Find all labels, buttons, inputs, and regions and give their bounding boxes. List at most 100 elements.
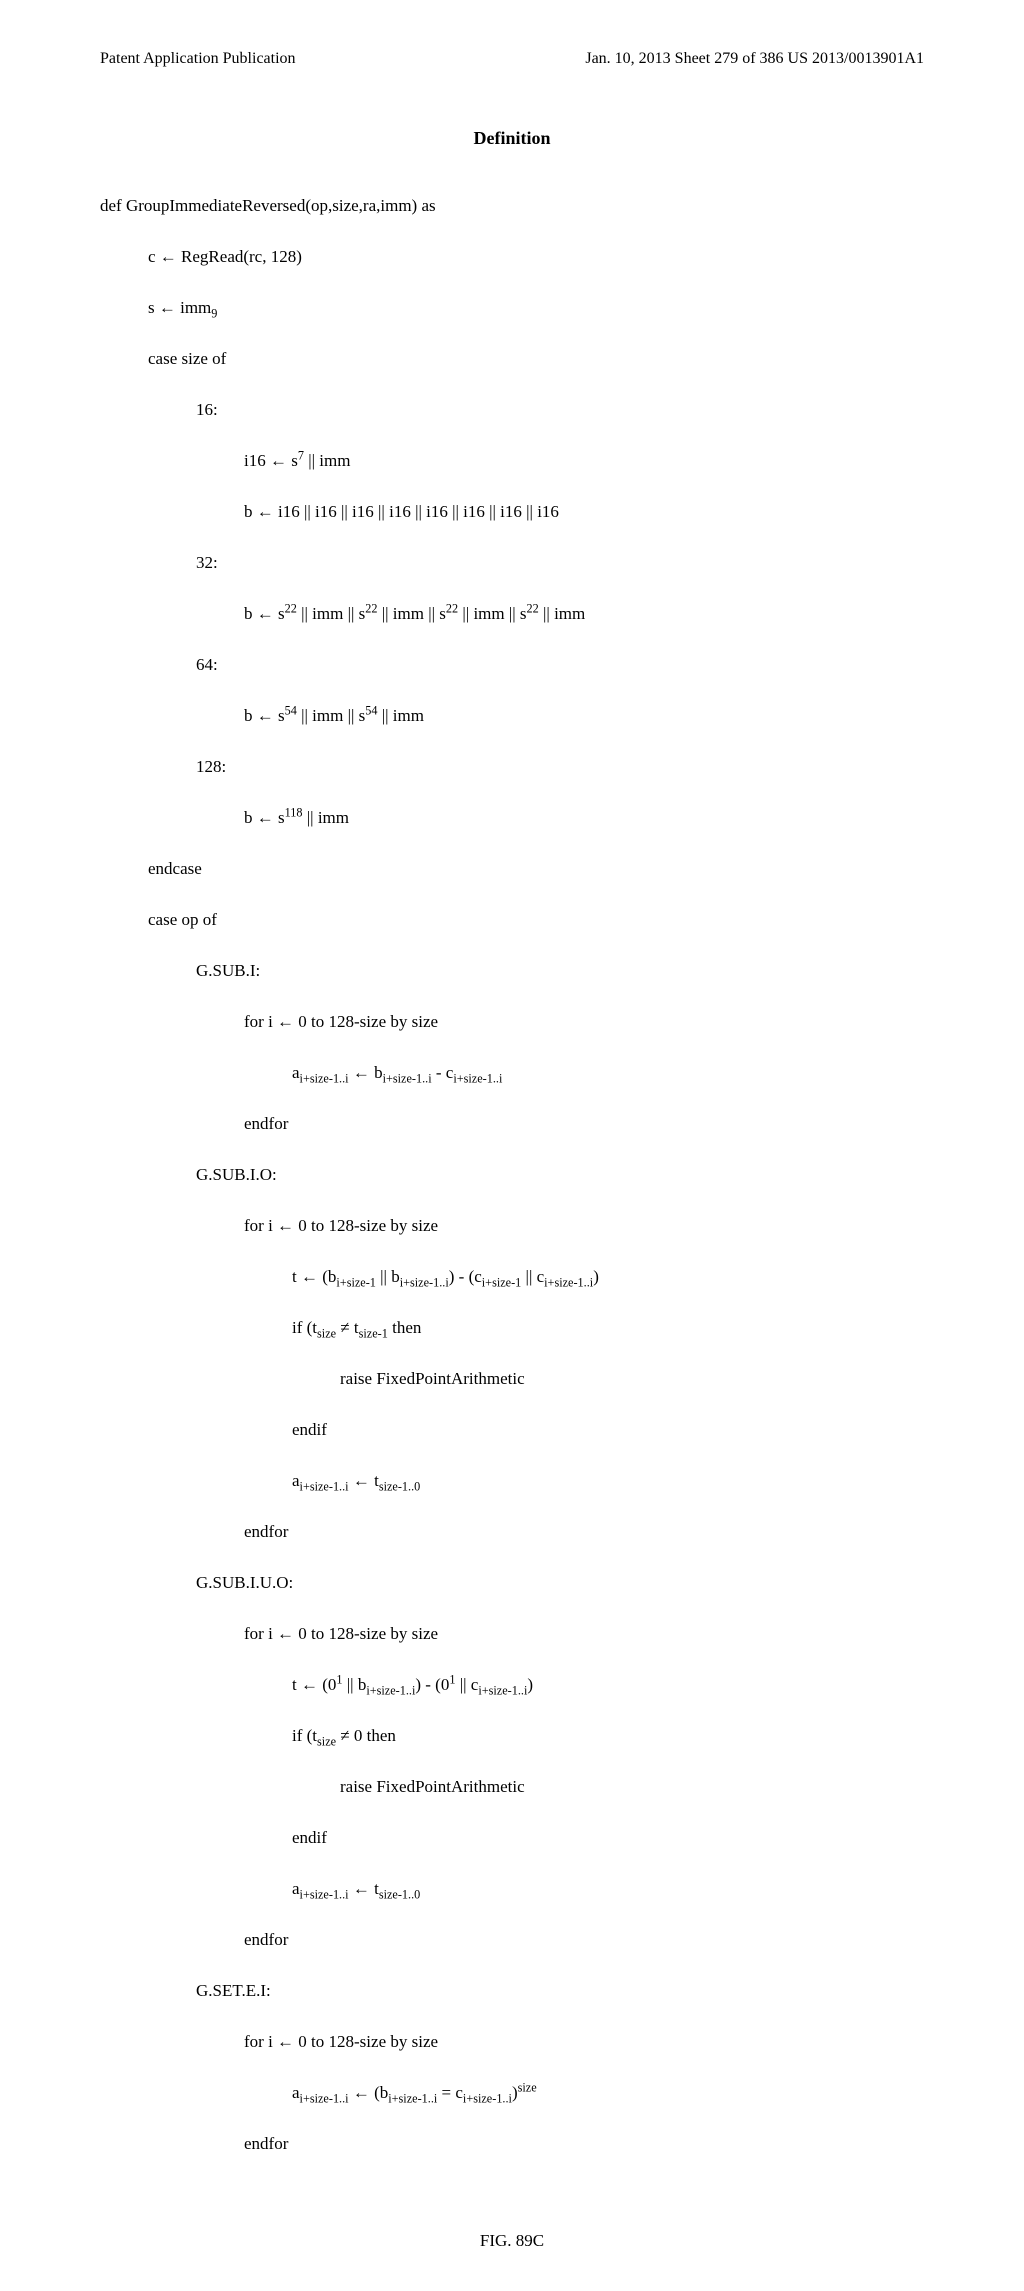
code-sub: size-1 bbox=[359, 1326, 388, 1340]
code-line: b ← s54 || imm || s54 || imm bbox=[100, 703, 924, 729]
code-line: b ← s22 || imm || s22 || imm || s22 || i… bbox=[100, 601, 924, 627]
code-sub: i+size-1..i bbox=[478, 1683, 527, 1697]
code-text: ← t bbox=[349, 1879, 379, 1898]
code-text: if (t bbox=[292, 1318, 317, 1337]
code-text: b ← s bbox=[244, 706, 285, 725]
code-sub: i+size-1..i bbox=[366, 1683, 415, 1697]
code-sub: i+size-1 bbox=[336, 1275, 376, 1289]
code-line: b ← i16 || i16 || i16 || i16 || i16 || i… bbox=[100, 499, 924, 525]
code-text: ≠ 0 then bbox=[336, 1726, 396, 1745]
code-sub: size bbox=[317, 1326, 336, 1340]
code-text: || b bbox=[376, 1267, 400, 1286]
code-sub: i+size-1..i bbox=[453, 1071, 502, 1085]
code-line: c ← RegRead(rc, 128) bbox=[100, 244, 924, 270]
code-line: s ← imm9 bbox=[100, 295, 924, 321]
section-title: Definition bbox=[100, 128, 924, 149]
code-line: endfor bbox=[100, 1111, 924, 1137]
code-line: i16 ← s7 || imm bbox=[100, 448, 924, 474]
code-line: if (tsize ≠ tsize-1 then bbox=[100, 1315, 924, 1341]
code-line: case size of bbox=[100, 346, 924, 372]
code-line: G.SET.E.I: bbox=[100, 1978, 924, 2004]
code-sup: 118 bbox=[285, 805, 303, 819]
code-text: = c bbox=[437, 2083, 463, 2102]
code-text: || imm || s bbox=[297, 706, 365, 725]
code-line: case op of bbox=[100, 907, 924, 933]
code-sup: 22 bbox=[285, 601, 297, 615]
code-sub: size-1..0 bbox=[379, 1479, 420, 1493]
code-line: endfor bbox=[100, 1927, 924, 1953]
code-line: 32: bbox=[100, 550, 924, 576]
code-sub: i+size-1..i bbox=[544, 1275, 593, 1289]
code-line: 64: bbox=[100, 652, 924, 678]
code-text: || b bbox=[343, 1675, 367, 1694]
code-line: ai+size-1..i ← bi+size-1..i - ci+size-1.… bbox=[100, 1060, 924, 1086]
figure-label: FIG. 89C bbox=[100, 2231, 924, 2251]
code-line: for i ← 0 to 128-size by size bbox=[100, 1621, 924, 1647]
code-line: endcase bbox=[100, 856, 924, 882]
code-sub: i+size-1..i bbox=[463, 2091, 512, 2105]
code-sup: 54 bbox=[365, 703, 377, 717]
code-text: ← b bbox=[349, 1063, 383, 1082]
code-text: t ← (0 bbox=[292, 1675, 336, 1694]
code-text: ) bbox=[527, 1675, 533, 1694]
code-line: ai+size-1..i ← tsize-1..0 bbox=[100, 1876, 924, 1902]
code-text: || imm || s bbox=[378, 604, 446, 623]
code-text: if (t bbox=[292, 1726, 317, 1745]
code-text: i16 ← s bbox=[244, 451, 298, 470]
code-text: a bbox=[292, 1063, 300, 1082]
header-left: Patent Application Publication bbox=[100, 50, 296, 68]
code-line: t ← (bi+size-1 || bi+size-1..i) - (ci+si… bbox=[100, 1264, 924, 1290]
code-line: ai+size-1..i ← (bi+size-1..i = ci+size-1… bbox=[100, 2080, 924, 2106]
code-text: ) - (0 bbox=[415, 1675, 449, 1694]
code-line: G.SUB.I.O: bbox=[100, 1162, 924, 1188]
code-sub: size-1..0 bbox=[379, 1887, 420, 1901]
header-right: Jan. 10, 2013 Sheet 279 of 386 US 2013/0… bbox=[585, 50, 924, 68]
code-line: endif bbox=[100, 1417, 924, 1443]
code-text: then bbox=[388, 1318, 422, 1337]
code-sub: 9 bbox=[211, 306, 217, 320]
code-sup: 22 bbox=[365, 601, 377, 615]
code-sub: i+size-1..i bbox=[400, 1275, 449, 1289]
code-sub: i+size-1 bbox=[482, 1275, 522, 1289]
code-text: || c bbox=[455, 1675, 478, 1694]
code-text: ) bbox=[593, 1267, 599, 1286]
code-line: for i ← 0 to 128-size by size bbox=[100, 2029, 924, 2055]
code-line: 128: bbox=[100, 754, 924, 780]
code-line: G.SUB.I: bbox=[100, 958, 924, 984]
code-text: || imm || s bbox=[297, 604, 365, 623]
code-text: a bbox=[292, 1471, 300, 1490]
code-text: ) - (c bbox=[449, 1267, 482, 1286]
code-text: t ← (b bbox=[292, 1267, 336, 1286]
code-sub: i+size-1..i bbox=[300, 1887, 349, 1901]
code-sub: i+size-1..i bbox=[383, 1071, 432, 1085]
code-line: b ← s118 || imm bbox=[100, 805, 924, 831]
code-line: for i ← 0 to 128-size by size bbox=[100, 1009, 924, 1035]
code-text: a bbox=[292, 1879, 300, 1898]
code-sub: i+size-1..i bbox=[300, 2091, 349, 2105]
code-line: raise FixedPointArithmetic bbox=[100, 1774, 924, 1800]
code-sub: i+size-1..i bbox=[388, 2091, 437, 2105]
code-text: || imm bbox=[378, 706, 424, 725]
code-sub: i+size-1..i bbox=[300, 1479, 349, 1493]
code-line: G.SUB.I.U.O: bbox=[100, 1570, 924, 1596]
page-header: Patent Application Publication Jan. 10, … bbox=[100, 50, 924, 68]
code-sub: size bbox=[317, 1734, 336, 1748]
code-text: b ← s bbox=[244, 604, 285, 623]
code-sup: size bbox=[518, 2080, 537, 2094]
code-text: s ← imm bbox=[148, 298, 211, 317]
code-text: - c bbox=[432, 1063, 454, 1082]
code-line: 16: bbox=[100, 397, 924, 423]
code-line: raise FixedPointArithmetic bbox=[100, 1366, 924, 1392]
code-line: endif bbox=[100, 1825, 924, 1851]
code-line: endfor bbox=[100, 1519, 924, 1545]
code-text: b ← s bbox=[244, 808, 285, 827]
code-text: || c bbox=[521, 1267, 544, 1286]
code-line: if (tsize ≠ 0 then bbox=[100, 1723, 924, 1749]
code-line: endfor bbox=[100, 2131, 924, 2157]
code-line: ai+size-1..i ← tsize-1..0 bbox=[100, 1468, 924, 1494]
code-sup: 22 bbox=[446, 601, 458, 615]
pseudocode-block: def GroupImmediateReversed(op,size,ra,im… bbox=[100, 167, 924, 2207]
code-line: def GroupImmediateReversed(op,size,ra,im… bbox=[100, 193, 924, 219]
code-line: for i ← 0 to 128-size by size bbox=[100, 1213, 924, 1239]
code-sup: 54 bbox=[285, 703, 297, 717]
